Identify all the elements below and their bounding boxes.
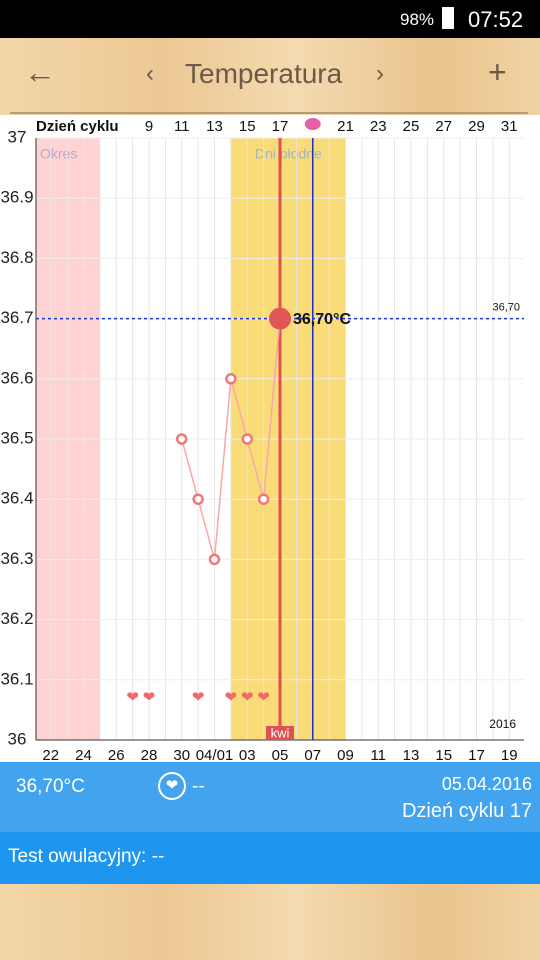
heart: ❤ [241,689,254,706]
cycle-day: Dzień cyklu 17 [401,800,532,822]
cycle-day-tick: 11 [174,118,190,135]
ovulation-test: Test owulacyjny: -- [8,846,165,867]
chart: Okres Dni płodne 37 36.9 36.8 36.7 36.6 36.5 36.… [0,115,540,762]
date-tick: 03 [239,747,256,762]
heart: ❤ [126,689,139,706]
y-tick-label: 36.1 [0,669,33,688]
intercourse: -- [192,776,205,797]
heart: ❤ [225,689,238,706]
status-bar: 98% 07:52 [0,0,540,38]
x-axis-label: Dzień cyklu [36,118,119,135]
toolbar: ← ‹ Temperatura › + [0,38,540,115]
y-tick-label: 36.2 [0,609,33,628]
cycle-day-tick: 13 [206,118,223,135]
y-tick-label: 36.3 [0,549,33,568]
date-tick: 24 [75,747,92,762]
summary-panel: 36,70°C ❤ -- 05.04.2016 Dzień cyklu 17 [0,762,540,832]
temperature-point [257,493,270,505]
date-tick: 15 [435,747,452,762]
date: 05.04.2016 [441,774,532,794]
heart: ❤ [192,689,205,706]
date-tick: 26 [108,747,125,762]
date-tick: 07 [304,747,321,762]
cycle-day-tick: 29 [468,118,485,135]
date-tick: 09 [337,747,354,762]
band-label: Dni płodne [255,146,322,162]
cycle-day-tick: 15 [239,118,256,135]
prev-button[interactable]: ‹ [146,60,154,87]
y-tick-label: 36.9 [0,188,33,207]
heart-icon: ❤ [158,772,186,800]
cycle-day-tick: 17 [272,118,289,135]
clock: 07:52 [468,7,524,32]
y-tick-label: 37 [8,127,27,146]
date-tick: 05 [272,747,289,762]
y-tick-label: 36 [8,729,27,748]
cycle-day-tick: 21 [337,118,354,135]
point-label: 36,70°C [293,311,351,328]
battery: 98% [400,10,435,29]
temperature-point [208,553,221,566]
reference-label: 36,70 [492,302,520,314]
divider [10,112,528,114]
ovulation-icon [304,118,321,130]
temperature-point [175,433,188,445]
date-tick: 17 [468,747,485,762]
ovulation-test-panel: Test owulacyjny: -- [0,832,540,884]
date-tick: 13 [403,747,420,762]
temperature-point [225,373,237,385]
date-tick: 30 [173,747,190,762]
next-button[interactable]: › [376,60,384,87]
heart: ❤ [257,689,270,706]
band-label: Okres [40,146,77,162]
cycle-day-tick: 23 [370,118,387,135]
date-tick: 28 [141,747,158,762]
add-button[interactable]: + [488,54,507,90]
battery-icon [442,7,454,29]
y-tick-label: 36.7 [0,308,33,327]
temperature-point [241,433,253,445]
y-tick-label: 36.8 [0,248,33,267]
heart: ❤ [143,689,156,706]
y-tick-label: 36.5 [0,428,33,447]
temperature-point [269,307,291,330]
y-tick-label: 36.6 [0,368,33,387]
back-button[interactable]: ← [24,54,56,90]
temperature: 36,70°C [16,776,85,797]
date-tick: 22 [42,747,59,762]
cycle-day-tick: 27 [435,118,452,135]
year-label: 2016 [489,717,516,731]
y-tick-label: 36.4 [0,489,33,508]
temperature-point [192,493,204,505]
month-label: kwi [271,725,290,740]
date-tick: 04/01 [196,747,234,762]
cycle-day-tick: 31 [501,118,518,135]
date-tick: 11 [370,747,386,762]
date-tick: 19 [501,747,518,762]
cycle-day-tick: 9 [145,118,153,135]
month-bg [266,726,294,740]
cycle-day-tick: 25 [403,118,420,135]
title: Temperatura [185,58,343,89]
